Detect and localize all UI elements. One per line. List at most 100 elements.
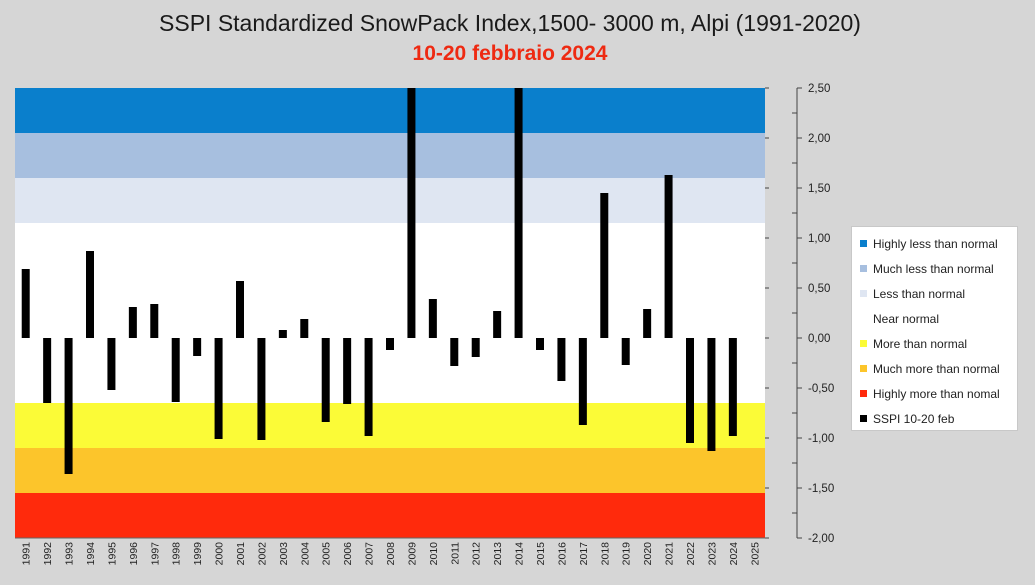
legend-item: Near normal xyxy=(860,306,1017,331)
bar-2011 xyxy=(450,338,459,366)
legend-item: Much more than normal xyxy=(860,356,1017,381)
bar-2010 xyxy=(428,299,437,338)
bar-2018 xyxy=(600,193,609,338)
legend-item: Less than normal xyxy=(860,281,1017,306)
bar-2015 xyxy=(536,338,544,350)
x-tick-label: 2015 xyxy=(535,542,547,566)
bar-2003 xyxy=(278,330,287,338)
x-tick-label: 2007 xyxy=(364,542,376,566)
y-axis: 2,50 2,00 1,50 1,00 0,50 0,00 -0,50 -1,00 -1,50 -… xyxy=(765,83,834,545)
legend-item: Highly more than nomal xyxy=(860,381,1017,406)
band-much-less-than-normal xyxy=(15,133,765,178)
bar-2000 xyxy=(214,338,223,439)
y-tick-label: 0,00 xyxy=(808,333,830,345)
x-tick-label: 2011 xyxy=(449,542,461,565)
legend-label: Much less than normal xyxy=(873,261,994,276)
bar-1999 xyxy=(193,338,202,356)
bar-2022 xyxy=(686,338,694,443)
y-tick-label: 1,50 xyxy=(808,183,830,195)
x-tick-label: 1996 xyxy=(128,542,140,566)
band-more-than-normal xyxy=(15,403,765,448)
y-tick-label: -1,00 xyxy=(808,433,834,445)
bar-1995 xyxy=(107,338,116,390)
x-tick-label: 2012 xyxy=(471,542,483,566)
y-tick-label: 0,50 xyxy=(808,283,830,295)
legend-swatch xyxy=(860,340,867,347)
x-tick-label: 2010 xyxy=(428,542,440,566)
legend-swatch xyxy=(860,415,867,422)
bar-2001 xyxy=(236,281,244,338)
bar-2013 xyxy=(493,311,502,338)
legend-swatch xyxy=(860,240,867,247)
legend-label: More than normal xyxy=(873,336,968,351)
x-tick-label: 2006 xyxy=(342,542,354,566)
x-tick-label: 2019 xyxy=(621,542,633,566)
legend-swatch xyxy=(860,265,867,272)
y-tick-label: 2,50 xyxy=(808,83,830,95)
bar-2021 xyxy=(664,175,673,338)
bars-layer xyxy=(21,88,737,474)
chart-subtitle: 10-20 febbraio 2024 xyxy=(412,42,608,65)
bar-2019 xyxy=(621,338,630,365)
bar-1994 xyxy=(86,251,94,338)
bar-2017 xyxy=(578,338,587,425)
legend-swatch xyxy=(860,290,867,297)
bar-2012 xyxy=(471,338,480,357)
x-tick-label: 1995 xyxy=(106,542,118,566)
band-near-normal xyxy=(15,223,765,403)
y-tick-label: -2,00 xyxy=(808,533,834,545)
x-tick-label: 2004 xyxy=(299,542,311,566)
bar-2020 xyxy=(643,309,652,338)
legend-item: Highly less than normal xyxy=(860,231,1017,256)
band-highly-more-than-nomal xyxy=(15,493,765,538)
x-tick-label: 1994 xyxy=(85,542,97,566)
x-tick-label: 2022 xyxy=(685,542,697,566)
bar-2024 xyxy=(728,338,737,436)
legend-item: SSPI 10-20 feb xyxy=(860,406,1017,431)
legend-item: More than normal xyxy=(860,331,1017,356)
x-tick-label: 2005 xyxy=(321,542,333,566)
x-tick-label: 2014 xyxy=(514,542,526,566)
band-much-more-than-normal xyxy=(15,448,765,493)
legend-swatch xyxy=(860,365,867,372)
x-tick-label: 2020 xyxy=(642,542,654,566)
x-tick-label: 1998 xyxy=(171,542,183,566)
x-tick-label: 2021 xyxy=(664,542,676,566)
bar-2016 xyxy=(557,338,566,381)
x-tick-label: 2013 xyxy=(492,542,504,566)
x-tick-label: 2017 xyxy=(578,542,590,566)
legend-label: Much more than normal xyxy=(873,361,1000,376)
legend-swatch xyxy=(860,390,867,397)
x-tick-label: 2023 xyxy=(706,542,718,566)
bands-layer xyxy=(15,88,765,538)
x-tick-label: 1992 xyxy=(42,542,54,566)
x-tick-label: 2002 xyxy=(256,542,268,566)
band-highly-less-than-normal xyxy=(15,88,765,133)
x-tick-label: 2008 xyxy=(385,542,397,566)
legend-label: Near normal xyxy=(873,311,940,326)
bar-1992 xyxy=(43,338,52,403)
bar-2005 xyxy=(321,338,330,422)
legend-label: SSPI 10-20 feb xyxy=(873,411,955,426)
bar-2007 xyxy=(364,338,373,436)
bar-2023 xyxy=(707,338,716,451)
bar-2009 xyxy=(407,88,416,338)
x-tick-label: 2001 xyxy=(235,542,247,566)
y-tick-label: -1,50 xyxy=(808,483,834,495)
x-tick-label: 2009 xyxy=(406,542,418,566)
x-tick-label: 1993 xyxy=(64,542,76,566)
bar-1996 xyxy=(128,307,137,338)
legend-label: Highly more than nomal xyxy=(873,386,1000,401)
bar-2008 xyxy=(386,338,394,350)
bar-1997 xyxy=(150,304,159,338)
x-tick-label: 2016 xyxy=(556,542,568,566)
x-tick-label: 1991 xyxy=(21,542,33,566)
chart-title: SSPI Standardized SnowPack Index,1500- 3… xyxy=(159,10,861,36)
bar-2014 xyxy=(514,88,523,338)
y-tick-label: 2,00 xyxy=(808,133,830,145)
bar-1993 xyxy=(64,338,73,474)
y-tick-label: -0,50 xyxy=(808,383,834,395)
x-tick-label: 2025 xyxy=(749,542,761,566)
x-tick-label: 2000 xyxy=(214,542,226,566)
legend-label: Less than normal xyxy=(873,286,966,301)
